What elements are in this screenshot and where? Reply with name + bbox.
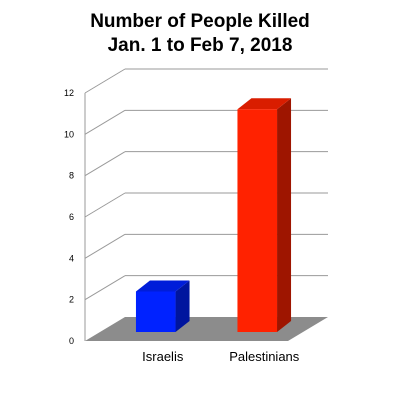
y-tick-label: 8 [69,171,74,181]
y-tick-label: 10 [64,129,74,139]
chart-floor [85,317,328,341]
bar [237,109,278,332]
chart-title-block: Number of People Killed Jan. 1 to Feb 7,… [0,10,400,58]
gridline-side [84,109,126,135]
gridline-side [84,233,126,259]
y-tick-label: 2 [69,295,74,305]
gridline-side [84,151,126,177]
gridline-side [84,192,126,218]
gridline-side [84,68,126,94]
bar-top [237,98,292,110]
y-tick-label: 0 [69,336,74,346]
y-tick-label: 4 [69,253,74,263]
gridline-side [84,275,126,301]
x-tick-label: Palestinians [229,349,300,364]
bar-side [175,280,190,332]
y-tick-label: 6 [69,212,74,222]
bar-top [135,280,190,292]
bar-side [277,98,292,332]
bar [135,291,176,332]
x-tick-label: Israelis [142,349,184,364]
chart-title: Number of People Killed [90,11,310,32]
y-tick-label: 12 [64,88,74,98]
chart-subtitle: Jan. 1 to Feb 7, 2018 [107,35,293,56]
